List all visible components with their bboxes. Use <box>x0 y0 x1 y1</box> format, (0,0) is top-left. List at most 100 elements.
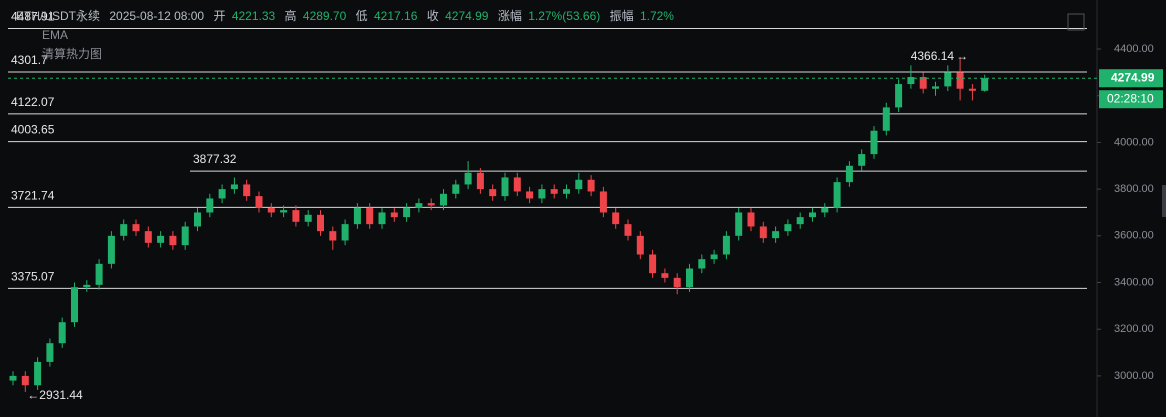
candle-body <box>34 361 42 386</box>
arrow: ← <box>27 388 39 402</box>
candle-body <box>95 263 103 285</box>
candle-body <box>501 177 509 197</box>
candle-body <box>845 165 853 183</box>
y-tick-label: 4000.00 <box>1114 136 1154 148</box>
level-label: 3375.07 <box>11 270 55 284</box>
candle-body <box>772 231 780 239</box>
candle-body <box>71 287 78 323</box>
candle-body <box>907 77 915 85</box>
candle-body <box>206 198 214 213</box>
candle-body <box>550 189 558 194</box>
value: 4289.70 <box>303 9 347 23</box>
candle-body <box>710 254 718 260</box>
candle-body <box>796 217 804 225</box>
candle-body <box>329 231 337 241</box>
countdown-label: 02:28:10 <box>1107 91 1154 105</box>
candle-body <box>255 196 263 208</box>
candle-body <box>587 179 595 192</box>
candle-body <box>304 214 312 222</box>
candle-body <box>267 207 275 213</box>
candle-body <box>427 203 435 206</box>
candle-body <box>944 72 952 87</box>
min-label: 2931.44 <box>39 388 83 402</box>
candle-body <box>575 179 583 190</box>
candle-body <box>341 224 349 241</box>
candle-body <box>809 212 816 218</box>
candle-body <box>353 207 361 225</box>
candle-body <box>686 268 693 288</box>
level-label: 4301.7 <box>11 53 48 67</box>
y-tick-label: 4400.00 <box>1114 43 1154 55</box>
candle-body <box>722 235 730 255</box>
label: 振幅 <box>610 8 634 23</box>
candle-body <box>858 154 866 166</box>
candle-body <box>58 322 66 344</box>
level-label: 4122.07 <box>11 95 55 109</box>
header: ETH/USDT永续 2025-08-12 08:00 开 4221.33 高 … <box>16 8 674 23</box>
value: 4217.16 <box>374 9 418 23</box>
level-label: 3877.32 <box>193 152 237 166</box>
candle-body <box>21 375 29 386</box>
value: 4221.33 <box>232 9 276 23</box>
candle-body <box>120 224 128 236</box>
candle-body <box>513 177 521 192</box>
candle-body <box>599 191 607 213</box>
label: 涨幅 <box>498 8 522 23</box>
candle-body <box>563 189 570 194</box>
candle-body <box>821 207 829 213</box>
value: 1.72% <box>640 9 674 23</box>
candle-body <box>673 277 681 288</box>
level-label: 4487.91 <box>11 10 55 24</box>
candle-body <box>932 86 939 89</box>
candle-body <box>464 172 472 185</box>
candle-body <box>366 207 374 225</box>
y-tick-label: 3600.00 <box>1114 230 1154 242</box>
candle-body <box>870 130 878 155</box>
candle-body <box>132 224 140 232</box>
candle-body <box>784 224 792 232</box>
label: 收 <box>427 9 439 23</box>
value: 4274.99 <box>445 9 489 23</box>
candle-body <box>981 78 989 91</box>
candle-body <box>636 235 644 255</box>
heatmap-label[interactable]: 清算热力图 <box>42 46 102 61</box>
candle-body <box>440 193 447 206</box>
candle-body <box>292 210 300 222</box>
candle-body <box>83 284 91 288</box>
candle-body <box>46 343 54 362</box>
candle-body <box>194 212 201 227</box>
price-tag <box>1099 69 1163 88</box>
candle-body <box>243 184 251 197</box>
scroll-handle[interactable] <box>1162 185 1166 217</box>
candle-body <box>968 88 976 91</box>
candle-body <box>895 84 903 108</box>
max-label: 4366.14 <box>911 49 955 63</box>
y-tick-label: 3800.00 <box>1114 183 1154 195</box>
candle-body <box>538 189 546 199</box>
level-label: 4003.65 <box>11 123 55 137</box>
candle-body <box>230 184 238 190</box>
plot: 3000.00 3200.00 3400.00 3600.00 3800.00 4000.… <box>8 10 1163 402</box>
value: 1.27%(53.66) <box>528 9 600 23</box>
ema-label[interactable]: EMA <box>42 28 68 42</box>
candle-body <box>280 210 288 213</box>
label: 开 <box>213 9 225 23</box>
label: 高 <box>285 8 297 23</box>
price-tag-label: 4274.99 <box>1111 70 1155 84</box>
candle-body <box>317 214 324 232</box>
candle-body <box>144 231 152 243</box>
candle-body <box>612 212 620 225</box>
candle-body <box>489 189 497 197</box>
candle-body <box>882 107 890 131</box>
candle-body <box>735 212 743 236</box>
candle-body <box>378 212 386 225</box>
candle-body <box>649 254 657 274</box>
candle-body <box>956 72 964 89</box>
candle-body <box>452 184 460 194</box>
time: 2025-08-12 08:00 <box>109 9 204 23</box>
expand-button[interactable] <box>1067 13 1085 31</box>
candle-body <box>9 375 17 381</box>
candle-body <box>759 226 767 239</box>
